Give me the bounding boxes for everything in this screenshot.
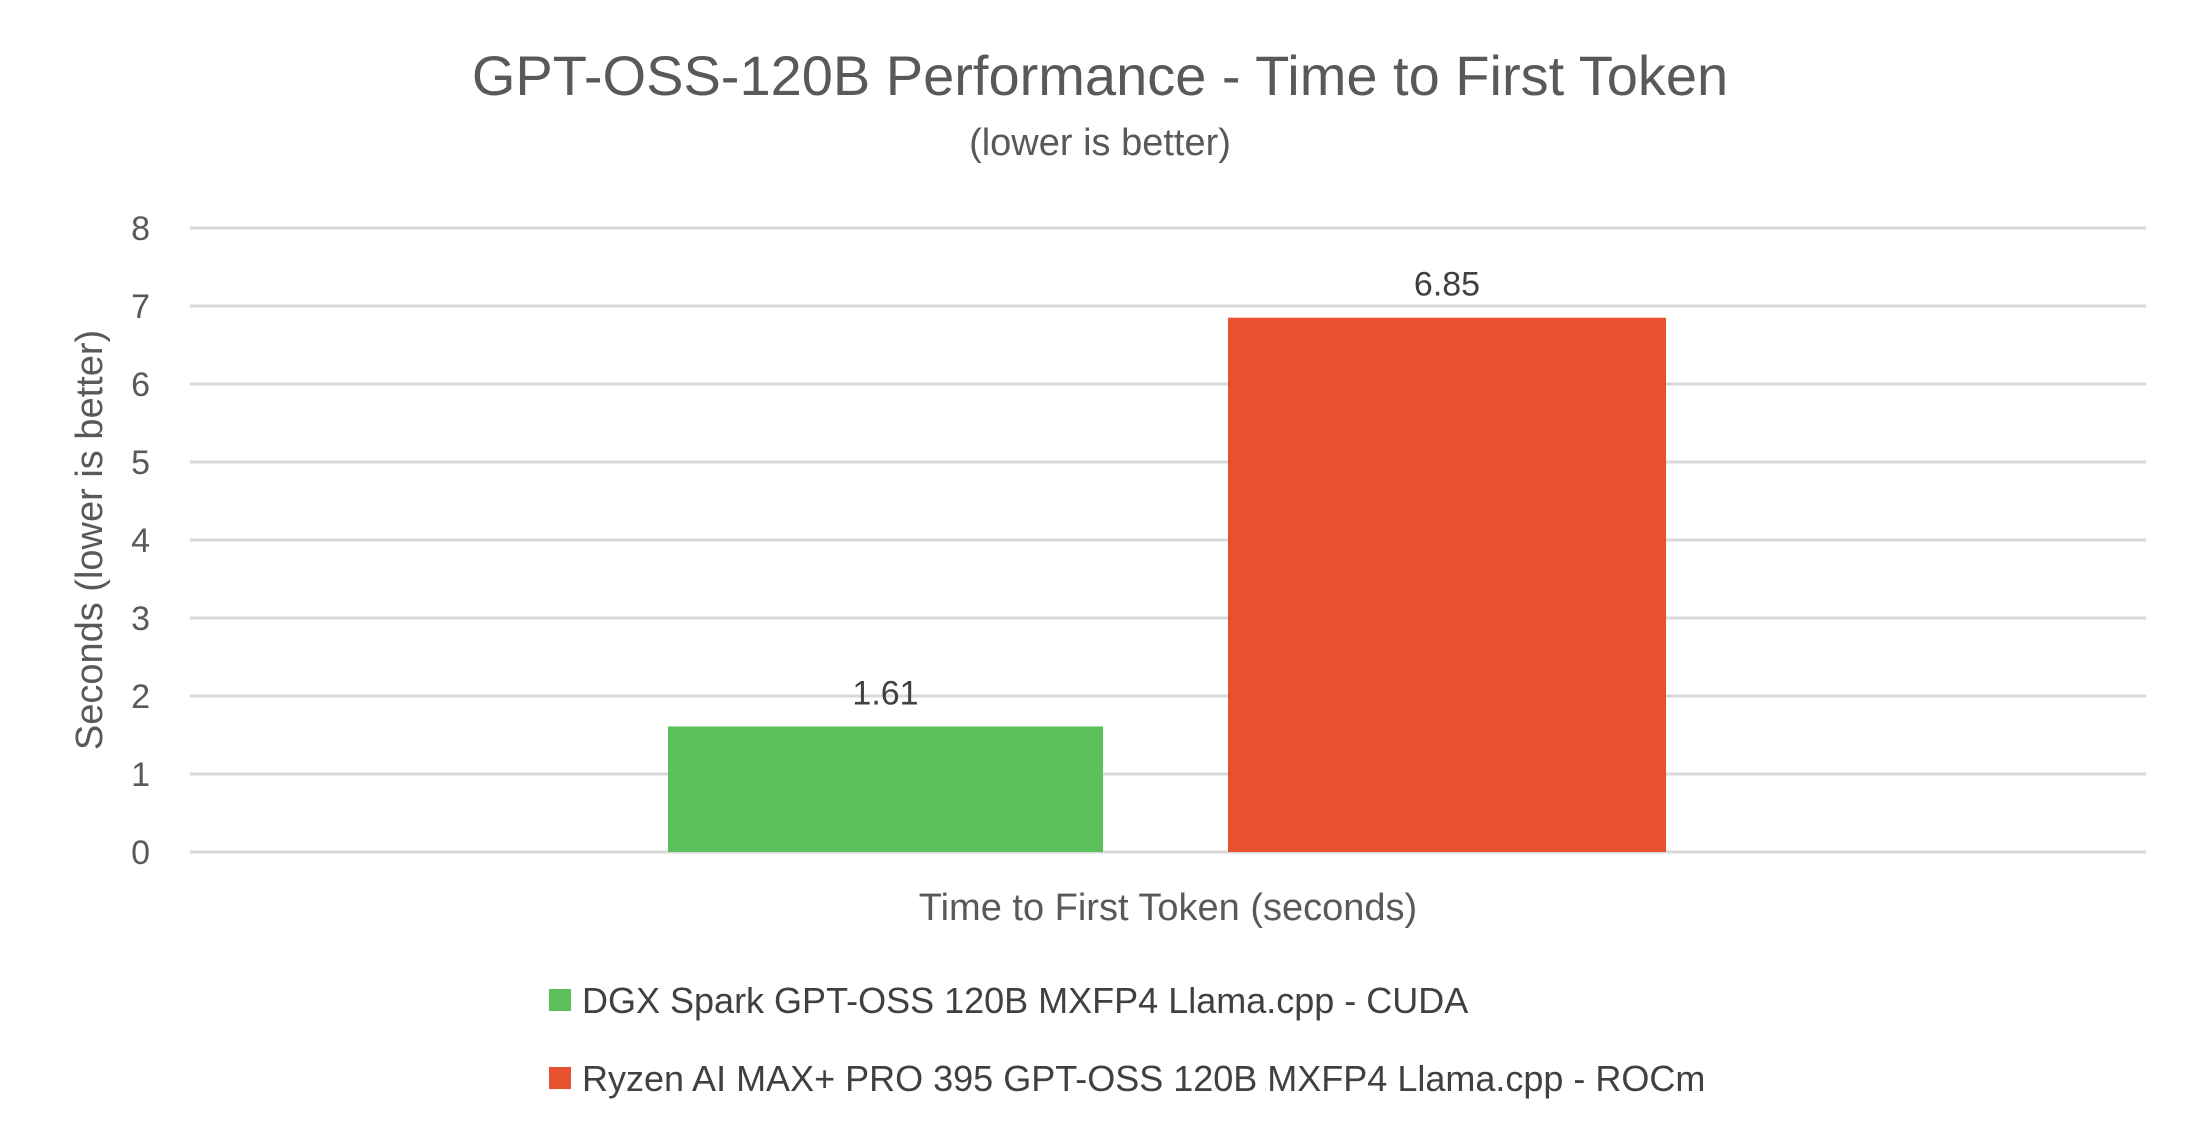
y-tick-label: 7 (131, 288, 150, 326)
legend-label: DGX Spark GPT-OSS 120B MXFP4 Llama.cpp -… (582, 980, 1468, 1021)
y-tick-label: 0 (131, 834, 150, 872)
y-tick-label: 2 (131, 678, 150, 716)
bar (1228, 317, 1666, 852)
x-axis-label: Time to First Token (seconds) (919, 887, 1417, 929)
y-tick-label: 1 (131, 756, 150, 794)
legend-swatch (549, 1067, 571, 1089)
chart-title: GPT-OSS-120B Performance - Time to First… (472, 44, 1728, 107)
data-label: 1.61 (852, 674, 918, 712)
y-tick-label: 6 (131, 366, 150, 404)
y-tick-label: 4 (131, 522, 150, 560)
y-tick-label: 8 (131, 210, 150, 248)
y-axis-label: Seconds (lower is better) (69, 330, 111, 750)
data-label: 6.85 (1414, 266, 1480, 304)
legend-label: Ryzen AI MAX+ PRO 395 GPT-OSS 120B MXFP4… (582, 1058, 1705, 1099)
legend-swatch (549, 989, 571, 1011)
y-tick-label: 5 (131, 444, 150, 482)
bar (668, 726, 1103, 852)
chart-subtitle: (lower is better) (969, 122, 1231, 164)
y-tick-label: 3 (131, 600, 150, 638)
